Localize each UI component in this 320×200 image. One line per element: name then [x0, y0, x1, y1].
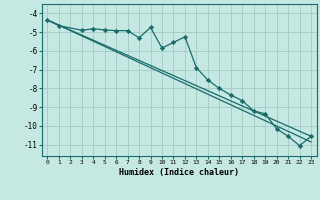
X-axis label: Humidex (Indice chaleur): Humidex (Indice chaleur) — [119, 168, 239, 177]
